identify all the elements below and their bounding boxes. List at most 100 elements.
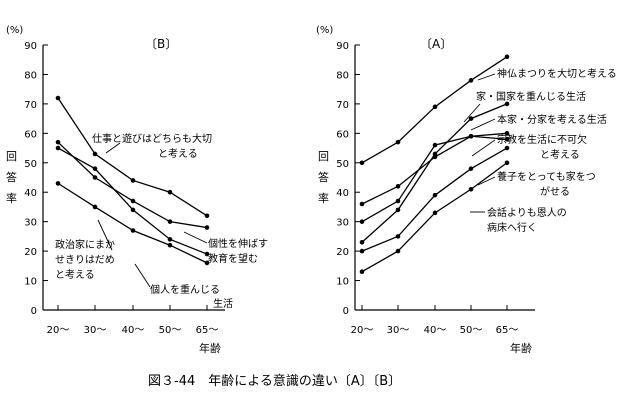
y-tick-label: 80 — [336, 70, 349, 81]
data-point — [432, 192, 438, 198]
data-point — [359, 269, 365, 275]
annotation: 家・国家を重んじる生活 — [476, 90, 586, 103]
data-point — [130, 198, 136, 204]
series-group — [359, 54, 510, 275]
y-tick-label: 50 — [336, 159, 349, 170]
data-point — [92, 166, 98, 171]
y-tick-label: 40 — [336, 188, 349, 199]
panel-b: (%) 〔B〕 0 10 20 30 40 50 60 70 80 90 20～ 30～ 40～ 50～… — [6, 25, 268, 355]
data-point — [359, 239, 365, 245]
data-point — [504, 145, 510, 151]
data-point — [504, 101, 510, 107]
y-tick-label: 60 — [336, 129, 349, 140]
series-line — [361, 103, 508, 243]
x-ticks: 20～ 30～ 40～ 50～ 65～ — [351, 305, 519, 336]
y-axis-label-char-2: 答 — [6, 170, 17, 184]
y-unit-label: (%) — [316, 25, 333, 36]
data-point — [468, 116, 474, 121]
data-point — [167, 189, 173, 195]
x-tick-label: 50～ — [159, 325, 182, 336]
annotation-line-2: がせる — [540, 185, 570, 198]
y-tick-label: 0 — [343, 306, 349, 317]
data-point — [359, 201, 365, 207]
y-axis-label-char-3: 率 — [6, 191, 17, 205]
data-point — [395, 248, 401, 254]
data-point — [468, 78, 474, 83]
data-point — [504, 131, 510, 136]
x-tick-label: 20～ — [351, 325, 374, 336]
y-tick-label: 20 — [336, 247, 349, 258]
y-tick-label: 20 — [24, 247, 37, 258]
leader-line — [471, 139, 496, 157]
y-tick-label: 90 — [336, 41, 349, 52]
data-point — [395, 207, 401, 213]
y-tick-label: 10 — [24, 277, 37, 288]
figure-caption: 図３-44 年齢による意識の違い〔A〕〔B〕 — [148, 373, 401, 389]
data-point — [395, 139, 401, 145]
data-point — [204, 260, 210, 266]
y-ticks: 0 10 20 30 40 50 60 70 80 90 — [24, 41, 48, 317]
annotation: 神仏まつりを大切と考える — [497, 67, 617, 80]
y-ticks: 0 10 20 30 40 50 60 70 80 90 — [336, 41, 360, 317]
y-tick-label: 40 — [24, 188, 37, 199]
leader-line — [470, 118, 496, 131]
panel-a: (%) 〔A〕 0 10 20 30 40 50 60 70 80 90 20～ 30～ 40～ 50～… — [316, 25, 617, 355]
data-point — [55, 139, 61, 145]
data-point — [92, 204, 98, 210]
panel-title: 〔A〕 — [420, 37, 452, 51]
data-point — [504, 54, 510, 60]
data-point — [432, 142, 438, 148]
annotation-line-1: 仕事と遊びはどちらも大切 — [92, 132, 212, 145]
series-group — [55, 95, 210, 266]
data-point — [359, 248, 365, 254]
y-tick-label: 80 — [24, 70, 37, 81]
data-point — [167, 237, 173, 242]
annotation: 本家・分家を考える生活 — [497, 113, 607, 126]
data-point — [359, 160, 365, 166]
data-point — [167, 219, 173, 224]
series-line — [361, 162, 508, 273]
leader-line — [463, 103, 481, 123]
y-tick-label: 0 — [31, 306, 37, 317]
x-tick-label: 40～ — [424, 325, 447, 336]
annotation-line-2: 教育を望む — [208, 252, 258, 265]
annotation-line-1: 会話よりも恩人の — [487, 206, 567, 219]
data-point — [130, 178, 136, 183]
annotation-line-2: 生活 — [213, 297, 233, 310]
annotation-line-2: と考える — [158, 148, 198, 160]
x-tick-label: 30～ — [387, 325, 410, 336]
series-line — [361, 147, 508, 252]
annotation-line-1: 宗教を生活に不可欠 — [497, 133, 587, 146]
data-point — [92, 151, 98, 157]
annotation-line-1: 個人を重んじる — [150, 283, 220, 296]
y-axis-label-char-3: 率 — [318, 191, 329, 205]
data-point — [432, 104, 438, 110]
y-tick-label: 70 — [24, 100, 37, 111]
annotation-line-2: せきりはだめ — [55, 254, 115, 266]
data-point — [395, 198, 401, 204]
data-point — [55, 181, 61, 186]
x-tick-label: 40～ — [122, 325, 145, 336]
x-tick-label: 50～ — [460, 325, 483, 336]
data-point — [55, 95, 61, 101]
y-axis-label-char-2: 答 — [318, 170, 329, 184]
y-unit-label: (%) — [6, 25, 23, 36]
x-tick-label: 65～ — [496, 325, 519, 336]
x-tick-label: 30～ — [84, 325, 107, 336]
data-point — [432, 210, 438, 216]
y-tick-label: 60 — [24, 129, 37, 140]
data-point — [504, 136, 510, 142]
leader-line — [183, 231, 208, 244]
data-point — [468, 133, 474, 139]
data-point — [504, 160, 510, 166]
panel-title: 〔B〕 — [145, 37, 177, 51]
y-axis-label-char-1: 回 — [6, 150, 17, 163]
y-tick-label: 50 — [24, 159, 37, 170]
annotation-line-1: 政治家にまか — [55, 238, 115, 251]
data-point — [167, 242, 173, 248]
data-point — [204, 251, 210, 257]
annotation-line-3: と考える — [55, 269, 95, 281]
data-point — [55, 145, 61, 151]
y-tick-label: 90 — [24, 41, 37, 52]
